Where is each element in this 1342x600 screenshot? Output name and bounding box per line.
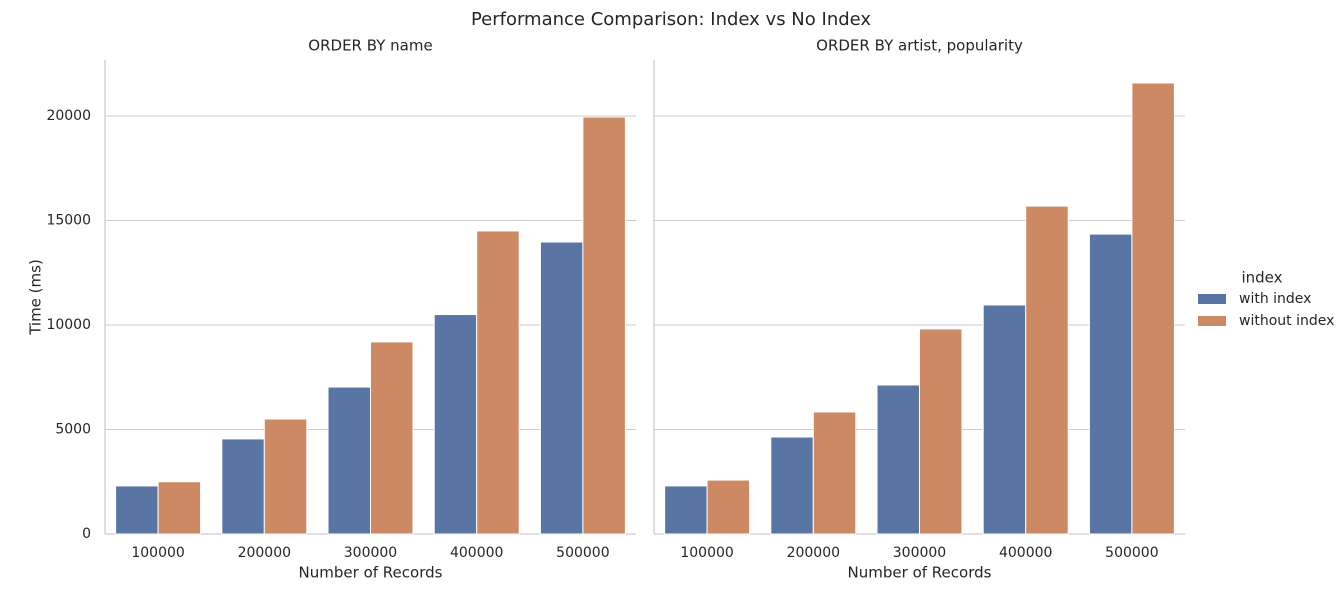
legend-label: with index bbox=[1239, 291, 1311, 307]
x-tick-label: 200000 bbox=[787, 545, 840, 561]
bar bbox=[1025, 205, 1069, 535]
bar bbox=[919, 328, 963, 535]
y-axis-label: Time (ms) bbox=[27, 259, 45, 336]
bar bbox=[327, 386, 371, 535]
legend-swatch bbox=[1198, 316, 1226, 326]
legend-title: index bbox=[1241, 269, 1282, 287]
x-tick-label: 400000 bbox=[450, 545, 503, 561]
x-tick-label: 100000 bbox=[131, 545, 184, 561]
bar bbox=[263, 418, 308, 535]
bar bbox=[476, 230, 520, 535]
bar bbox=[1088, 233, 1133, 535]
bar bbox=[770, 436, 814, 535]
bar bbox=[982, 304, 1027, 535]
x-tick-label: 200000 bbox=[238, 545, 291, 561]
bar bbox=[157, 481, 202, 535]
bar bbox=[433, 314, 478, 535]
x-tick-label: 300000 bbox=[344, 545, 397, 561]
bar bbox=[876, 384, 921, 535]
bar bbox=[370, 341, 414, 535]
bar bbox=[812, 411, 857, 535]
legend-swatch bbox=[1198, 294, 1226, 304]
x-tick-label: 300000 bbox=[893, 545, 946, 561]
x-axis-label: Number of Records bbox=[848, 564, 992, 582]
legend-label: without index bbox=[1239, 313, 1334, 329]
bar bbox=[115, 485, 159, 535]
y-tick-label: 5000 bbox=[55, 422, 91, 438]
y-tick-label: 20000 bbox=[46, 108, 91, 124]
panel-title: ORDER BY artist, popularity bbox=[816, 37, 1023, 55]
bar bbox=[582, 116, 626, 535]
y-tick-label: 0 bbox=[82, 526, 91, 542]
x-tick-label: 500000 bbox=[556, 545, 609, 561]
bar bbox=[1131, 82, 1175, 535]
bar bbox=[539, 241, 584, 535]
x-tick-label: 400000 bbox=[999, 545, 1052, 561]
panel-title: ORDER BY name bbox=[308, 37, 432, 55]
bar bbox=[706, 479, 751, 535]
x-tick-label: 500000 bbox=[1105, 545, 1158, 561]
bar bbox=[221, 438, 265, 535]
x-tick-label: 100000 bbox=[680, 545, 733, 561]
y-tick-label: 10000 bbox=[46, 317, 91, 333]
x-axis-label: Number of Records bbox=[299, 564, 443, 582]
bar bbox=[664, 485, 708, 535]
chart-title: Performance Comparison: Index vs No Inde… bbox=[471, 9, 871, 30]
y-tick-label: 15000 bbox=[46, 213, 91, 229]
